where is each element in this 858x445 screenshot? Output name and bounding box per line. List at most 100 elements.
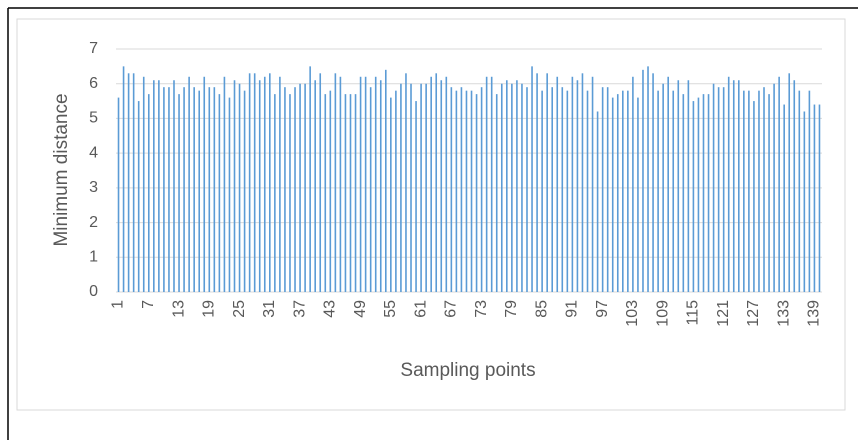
bar bbox=[238, 83, 241, 292]
bar bbox=[606, 87, 609, 292]
bar bbox=[677, 80, 680, 292]
bar bbox=[430, 76, 432, 293]
bar bbox=[692, 101, 695, 292]
bar bbox=[637, 97, 639, 292]
bar bbox=[526, 87, 528, 292]
bar bbox=[616, 94, 619, 292]
bar bbox=[495, 94, 498, 292]
bar bbox=[753, 101, 755, 292]
bar bbox=[158, 80, 160, 292]
bar bbox=[374, 76, 377, 293]
bar bbox=[334, 73, 337, 292]
bar bbox=[485, 76, 488, 293]
bar bbox=[737, 80, 740, 292]
bar bbox=[147, 94, 150, 292]
bar bbox=[732, 80, 735, 292]
bar bbox=[319, 73, 322, 292]
bar bbox=[803, 111, 806, 292]
bar bbox=[511, 83, 513, 292]
bar bbox=[369, 87, 372, 292]
x-tick-label: 61 bbox=[412, 300, 429, 318]
bar bbox=[178, 94, 180, 292]
bar bbox=[516, 80, 518, 292]
bar bbox=[647, 66, 649, 292]
bar bbox=[344, 94, 347, 292]
bar bbox=[475, 94, 478, 292]
bar bbox=[253, 73, 256, 292]
bar bbox=[213, 87, 216, 292]
bar bbox=[122, 66, 125, 292]
y-tick-label: 2 bbox=[89, 214, 98, 231]
bar bbox=[571, 76, 574, 293]
bar bbox=[208, 87, 211, 292]
bar bbox=[748, 90, 750, 293]
bar bbox=[274, 94, 276, 292]
bar bbox=[727, 76, 730, 293]
bar bbox=[561, 87, 564, 292]
bar bbox=[137, 101, 140, 292]
bar bbox=[506, 80, 508, 292]
bar bbox=[536, 73, 538, 292]
bar bbox=[500, 83, 503, 292]
bar bbox=[364, 76, 367, 293]
bar bbox=[445, 76, 448, 293]
bar bbox=[425, 83, 427, 292]
bar bbox=[611, 97, 614, 292]
bar bbox=[198, 90, 201, 293]
bar bbox=[521, 83, 523, 292]
bar bbox=[420, 83, 422, 292]
bar bbox=[329, 90, 332, 293]
bar bbox=[354, 94, 357, 292]
bar bbox=[359, 76, 362, 293]
x-tick-label: 37 bbox=[291, 300, 308, 318]
bar bbox=[702, 94, 705, 292]
y-tick-label: 3 bbox=[89, 179, 98, 196]
y-tick-label: 5 bbox=[89, 110, 98, 127]
bar bbox=[395, 90, 397, 293]
bar bbox=[168, 87, 170, 292]
bar bbox=[127, 73, 130, 292]
bar bbox=[324, 94, 327, 292]
bar bbox=[299, 83, 301, 292]
bar bbox=[596, 111, 599, 292]
bar bbox=[783, 104, 785, 293]
bar bbox=[576, 80, 579, 292]
bar bbox=[142, 76, 145, 293]
bar bbox=[632, 76, 634, 293]
bar bbox=[223, 76, 226, 293]
bar bbox=[188, 76, 190, 293]
x-tick-label: 103 bbox=[624, 300, 641, 327]
bar bbox=[450, 87, 453, 292]
bar bbox=[440, 80, 443, 292]
bar bbox=[163, 87, 165, 292]
bar bbox=[400, 83, 402, 292]
bar bbox=[269, 73, 271, 292]
bar bbox=[652, 73, 654, 292]
bar bbox=[707, 94, 710, 292]
bar bbox=[203, 76, 206, 293]
bar bbox=[813, 104, 816, 293]
bar bbox=[263, 76, 266, 293]
bar bbox=[193, 87, 195, 292]
bar bbox=[622, 90, 624, 293]
bar bbox=[798, 90, 801, 293]
x-tick-label: 139 bbox=[806, 300, 823, 327]
bar bbox=[773, 83, 775, 292]
bar bbox=[697, 97, 700, 292]
x-tick-label: 85 bbox=[533, 300, 550, 318]
bar bbox=[339, 76, 342, 293]
bar bbox=[228, 97, 231, 292]
bar bbox=[314, 80, 316, 292]
bar bbox=[541, 90, 543, 293]
bar bbox=[642, 69, 644, 292]
bar bbox=[531, 66, 533, 292]
bar bbox=[586, 90, 589, 293]
bar bbox=[667, 76, 669, 293]
x-tick-label: 109 bbox=[654, 300, 671, 327]
x-tick-label: 7 bbox=[140, 300, 157, 309]
bar bbox=[818, 104, 821, 293]
bar bbox=[672, 90, 675, 293]
bar bbox=[248, 73, 251, 292]
bar bbox=[556, 76, 559, 293]
